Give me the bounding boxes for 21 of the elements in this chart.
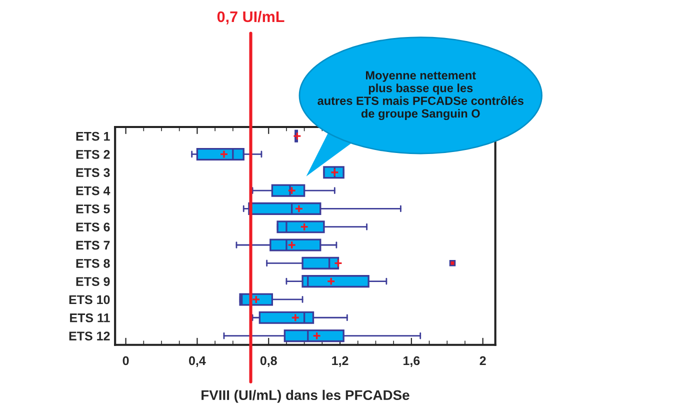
ref-line-label: 0,7 UI/mL	[217, 10, 284, 24]
y-tick-label: ETS 12	[69, 332, 110, 340]
y-tick-label: ETS 7	[76, 240, 110, 250]
x-tick-label: 1,6	[404, 356, 420, 367]
y-tick-label: ETS 4	[76, 186, 110, 196]
x-tick-label: 0,4	[189, 356, 206, 367]
y-tick-label: ETS 6	[76, 222, 110, 232]
y-tick-label: ETS 2	[76, 150, 110, 159]
y-tick-label: ETS 8	[76, 258, 110, 268]
text: Moyenne nettement plus basse que les autres ETS mais PFCADSe contrôlés de groupe Sanguin O	[318, 71, 524, 120]
y-tick-label: ETS 11	[70, 313, 110, 322]
x-tick-label: 0,8	[260, 356, 277, 367]
x-axis-title: FVIII (UI/mL) dans les PFCADSe	[202, 390, 410, 403]
y-tick-label: ETS 10	[69, 295, 110, 304]
y-tick-label: ETS 3	[76, 168, 110, 178]
y-tick-label: ETS 1	[76, 132, 110, 141]
x-tick-label: 2	[480, 356, 486, 366]
y-tick-label: ETS 5	[76, 204, 110, 214]
y-tick-label: ETS 9	[76, 277, 110, 286]
x-tick-label: 1,2	[332, 356, 348, 367]
x-tick-label: 0	[122, 356, 129, 366]
